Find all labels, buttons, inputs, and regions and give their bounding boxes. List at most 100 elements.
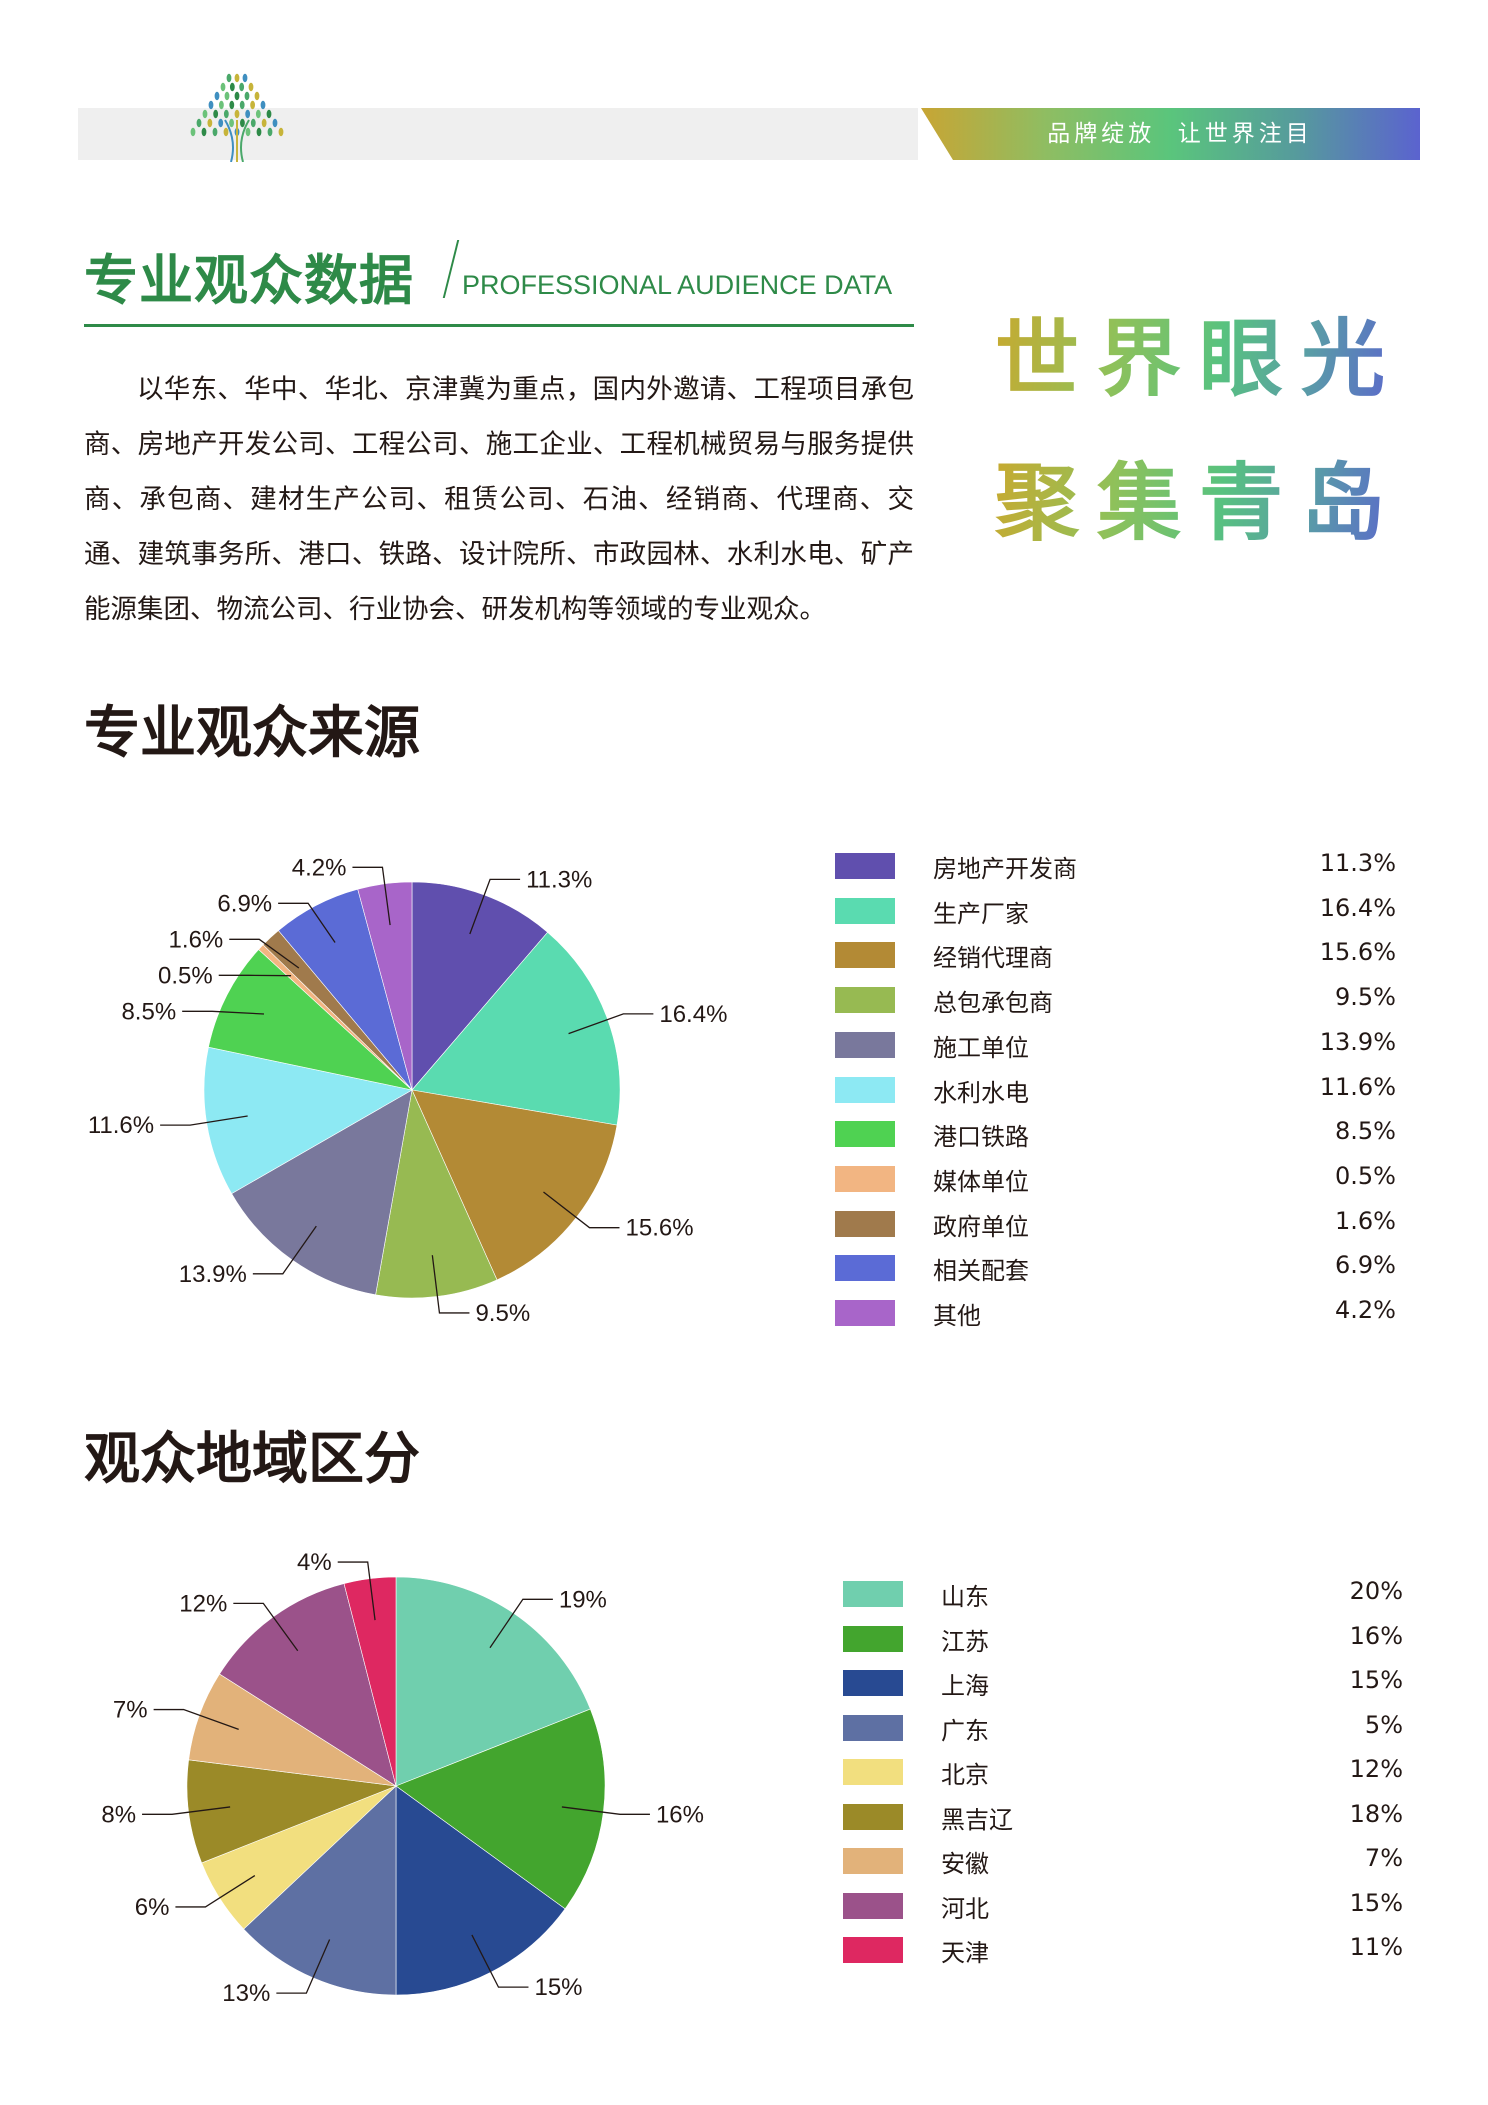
legend-item: 政府单位 1.6%: [835, 1206, 1396, 1241]
legend-item: 媒体单位 0.5%: [835, 1161, 1396, 1196]
tree-leaf: [214, 91, 220, 101]
legend-value: 11.6%: [1319, 1072, 1396, 1101]
legend-label: 施工单位: [933, 1033, 1029, 1062]
pie-data-label: 8%: [101, 1801, 136, 1828]
tree-leaf: [278, 127, 284, 137]
tree-leaf: [207, 118, 213, 128]
pie-leader-line: [561, 1806, 650, 1815]
legend-item: 房地产开发商 11.3%: [835, 849, 1396, 883]
tree-leaf: [239, 82, 245, 92]
legend-swatch: [843, 1937, 903, 1963]
legend-swatch: [843, 1759, 903, 1785]
legend-swatch: [843, 1714, 903, 1741]
pie-leader-line: [229, 938, 300, 969]
tree-leaf: [229, 82, 235, 92]
legend-label: 广东: [941, 1716, 989, 1745]
pie-data-label: 11.6%: [88, 1112, 154, 1139]
legend-value: 11.3%: [1319, 849, 1396, 877]
tree-leaf: [218, 118, 224, 128]
legend-swatch: [835, 1210, 895, 1237]
audience-region-legend: 山东 20% 江苏 16% 上海 15% 广东 5% 北京 12% 黑吉辽 18% 安徽 7% 河北 15% 天…: [843, 1577, 1403, 1999]
tree-leaf: [266, 109, 272, 119]
tree-leaf: [255, 109, 261, 119]
legend-label: 政府单位: [933, 1212, 1029, 1241]
section-title-english: PROFESSIONAL AUDIENCE DATA: [462, 270, 893, 300]
pie-leader-line: [160, 1115, 248, 1126]
pie-leader-line: [252, 1225, 317, 1275]
tree-leaf: [219, 100, 224, 110]
legend-value: 0.5%: [1335, 1161, 1396, 1190]
audience-region-pie-chart: 19% 16% 15% 13% 6% 8% 7% 12% 4%: [101, 1549, 704, 2007]
legend-swatch: [835, 1076, 895, 1103]
pie-leader-line: [142, 1806, 231, 1815]
tree-leaf: [229, 100, 235, 110]
legend-swatch: [843, 1670, 903, 1696]
legend-swatch: [835, 1031, 895, 1058]
pie-leader-line: [182, 1010, 265, 1015]
legend-item: 天津 11%: [843, 1933, 1403, 1967]
legend-label: 山东: [941, 1583, 989, 1611]
pie-leader-line: [337, 1561, 376, 1621]
tree-leaf: [208, 100, 214, 110]
pie-data-label: 15.6%: [626, 1215, 694, 1242]
legend-item: 施工单位 13.9%: [835, 1027, 1396, 1062]
legend-swatch: [835, 1165, 895, 1192]
title-underline: [84, 324, 914, 327]
legend-item: 相关配套 6.9%: [835, 1251, 1396, 1285]
legend-swatch: [835, 1121, 895, 1148]
title-divider-slash: [442, 240, 460, 298]
tree-logo-icon: [190, 73, 284, 162]
pie-data-label: 6.9%: [217, 890, 272, 917]
pie-data-label: 16.4%: [659, 1001, 727, 1028]
big-slogan-line-2: 聚集青岛: [995, 436, 1403, 557]
legend-item: 生产厂家 16.4%: [835, 893, 1396, 928]
tree-trunk: [240, 119, 250, 162]
audience-source-pie-chart: 11.3% 16.4% 15.6% 9.5% 13.9% 11.6% 8.5% 0.5% 1.6…: [88, 854, 728, 1327]
legend-value: 16.4%: [1319, 893, 1396, 922]
legend-item: 总包承包商 9.5%: [835, 983, 1396, 1017]
legend-swatch: [835, 853, 895, 879]
big-slogan-line-1: 世界眼光: [995, 292, 1403, 413]
legend-item: 河北 15%: [843, 1889, 1403, 1923]
tree-leaf: [212, 127, 218, 137]
pie-data-label: 16%: [656, 1801, 704, 1828]
pie-data-label: 12%: [179, 1590, 227, 1617]
legend-item: 安徽 7%: [843, 1844, 1403, 1878]
tree-leaf: [245, 109, 251, 119]
legend-value: 13.9%: [1319, 1027, 1396, 1056]
tree-leaf: [229, 118, 234, 128]
legend-swatch: [843, 1625, 903, 1652]
tree-leaf: [245, 127, 251, 137]
legend-value: 12%: [1349, 1755, 1403, 1783]
legend-label: 黑吉辽: [941, 1805, 1013, 1834]
legend-item: 山东 20%: [843, 1577, 1403, 1611]
pie-data-label: 19%: [559, 1586, 607, 1613]
legend-item: 经销代理商 15.6%: [835, 938, 1396, 973]
tree-leaf: [250, 118, 256, 128]
tree-leaf: [223, 109, 229, 119]
tree-leaf: [196, 118, 202, 128]
pie-slice: [208, 949, 414, 1091]
legend-item: 水利水电 11.6%: [835, 1072, 1396, 1107]
legend-item: 江苏 16%: [843, 1622, 1403, 1656]
pie-data-label: 13.9%: [179, 1261, 247, 1288]
legend-label: 天津: [941, 1939, 989, 1967]
legend-value: 1.6%: [1335, 1206, 1396, 1235]
tree-leaf: [223, 127, 229, 137]
section-title: 专业观众数据: [84, 249, 414, 312]
tree-leaf: [234, 91, 240, 101]
audience-source-legend: 房地产开发商 11.3% 生产厂家 16.4% 经销代理商 15.6% 总包承包商 9.5% 施…: [835, 849, 1396, 1331]
legend-item: 广东 5%: [843, 1711, 1403, 1745]
legend-item: 黑吉辽 18%: [843, 1800, 1403, 1834]
legend-item: 其他 4.2%: [835, 1296, 1396, 1330]
legend-label: 媒体单位: [933, 1167, 1029, 1196]
pie-leader-line: [278, 902, 336, 943]
tree-leaf: [248, 82, 254, 92]
legend-label: 经销代理商: [933, 944, 1053, 973]
legend-value: 15.6%: [1319, 938, 1396, 967]
tree-leaf: [254, 91, 260, 101]
legend-value: 20%: [1349, 1577, 1403, 1605]
legend-item: 北京 12%: [843, 1755, 1403, 1789]
tree-leaf: [190, 127, 196, 137]
tree-trunk: [224, 119, 234, 162]
